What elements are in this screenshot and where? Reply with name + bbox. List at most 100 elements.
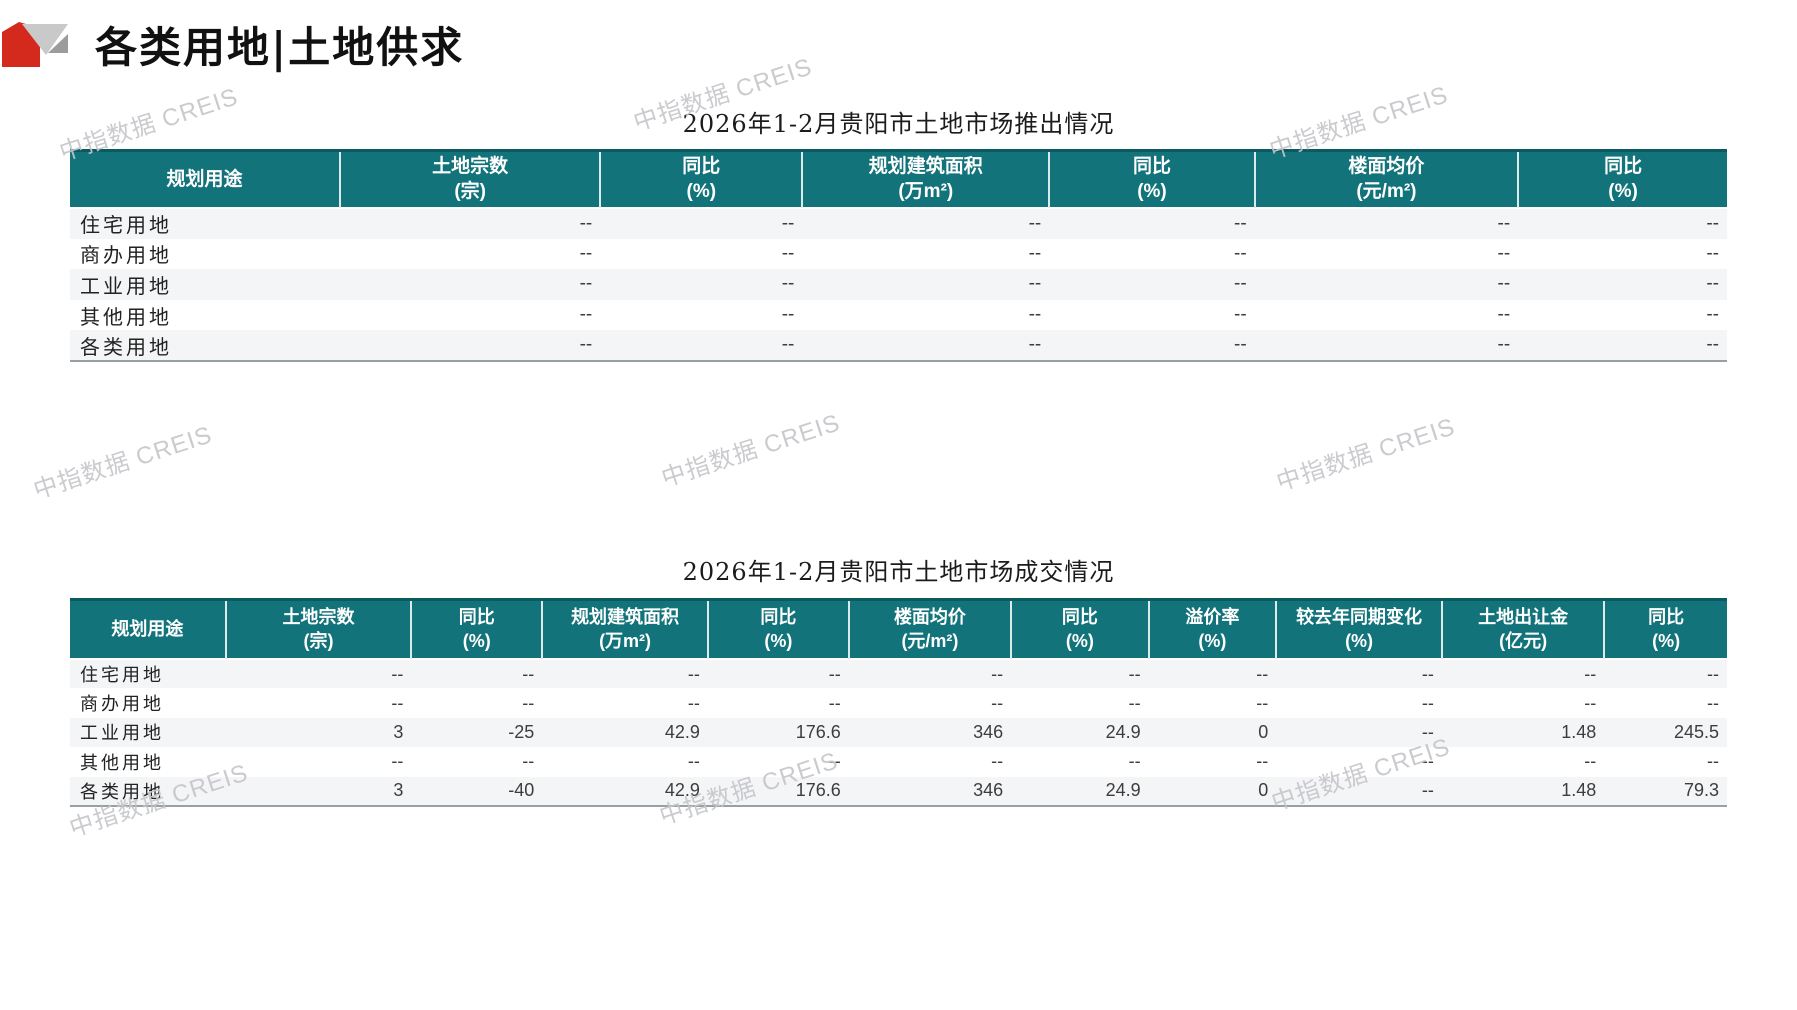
- cell: --: [1256, 692, 1269, 713]
- cell: --: [1584, 751, 1597, 772]
- cell: --: [1706, 212, 1719, 234]
- cell: --: [1421, 780, 1434, 801]
- column-header-label: 规划建筑面积: [868, 156, 983, 177]
- column-header: 楼面均价 (元/m²): [847, 599, 1012, 659]
- table-row: 各类用地 -- -- -- -- -- --: [70, 330, 1727, 361]
- cell: --: [1497, 334, 1511, 356]
- table-row: 工业用地 -- -- -- -- -- --: [70, 269, 1727, 300]
- table-row: 其他用地 -- -- -- -- -- --: [70, 300, 1727, 331]
- row-label: 商办用地: [80, 694, 164, 716]
- column-header-unit: (%): [462, 631, 491, 651]
- cell: 79.3: [1683, 780, 1719, 801]
- column-header-unit: (%): [1345, 631, 1374, 651]
- cell: 1.48: [1561, 780, 1597, 801]
- cell: --: [1707, 663, 1719, 684]
- cell: --: [991, 663, 1004, 684]
- column-header-label: 规划建筑面积: [571, 607, 680, 627]
- cell: --: [1028, 212, 1042, 234]
- cell: --: [687, 663, 700, 684]
- cell: --: [781, 334, 795, 356]
- table-row: 商办用地 -- -- -- -- -- --: [70, 239, 1727, 270]
- cell: --: [1234, 212, 1247, 234]
- row-label: 各类用地: [80, 781, 164, 803]
- column-header: 规划建筑面积 (万m²): [541, 599, 708, 659]
- column-header-label: 同比: [1648, 607, 1685, 627]
- watermark: 中指数据 CREIS: [1273, 413, 1459, 497]
- cell: 176.6: [795, 780, 841, 801]
- cell: 42.9: [664, 780, 700, 801]
- cell: --: [391, 692, 404, 713]
- cell: --: [1128, 663, 1141, 684]
- cell: --: [1584, 663, 1597, 684]
- cell: --: [1584, 692, 1597, 713]
- cell: --: [828, 751, 841, 772]
- cell: --: [1497, 242, 1511, 264]
- cell: --: [1128, 751, 1141, 772]
- column-header-label: 同比: [1061, 607, 1098, 627]
- watermark: 中指数据 CREIS: [658, 409, 844, 493]
- cell: --: [991, 751, 1004, 772]
- supply-table: 规划用途 土地宗数 (宗) 同比 (%) 规划建筑面积 (万m²) 同比 (%) 楼面均…: [70, 149, 1727, 362]
- cell: --: [522, 692, 535, 713]
- cell: --: [579, 273, 593, 295]
- column-header: 同比 (%): [1010, 599, 1149, 659]
- cell: --: [1234, 242, 1247, 264]
- row-label: 工业用地: [80, 273, 172, 298]
- column-header-label: 土地宗数: [282, 607, 355, 627]
- column-header-unit: (%): [686, 181, 717, 202]
- cell: --: [579, 304, 593, 326]
- cell: 24.9: [1105, 721, 1141, 742]
- cell: --: [391, 663, 404, 684]
- row-label: 住宅用地: [80, 665, 164, 687]
- column-header: 楼面均价 (元/m²): [1253, 150, 1519, 208]
- cell: --: [1256, 663, 1269, 684]
- column-header-unit: (亿元): [1499, 631, 1548, 651]
- deal-table-title: 2026年1-2月贵阳市土地市场成交情况: [682, 558, 1115, 586]
- column-header: 土地宗数 (宗): [339, 150, 601, 208]
- column-header-label: 同比: [1132, 156, 1171, 177]
- cell: -25: [508, 721, 535, 742]
- column-header-label: 规划用途: [166, 168, 243, 190]
- cell: --: [1028, 304, 1042, 326]
- column-header: 规划用途: [70, 599, 226, 659]
- column-header-label: 楼面均价: [893, 607, 966, 627]
- column-header-label: 同比: [760, 607, 797, 627]
- cell: --: [1421, 721, 1434, 742]
- cell: -40: [508, 780, 535, 801]
- cell: 3: [393, 780, 404, 801]
- cell: --: [991, 692, 1004, 713]
- cell: --: [579, 242, 593, 264]
- row-label: 其他用地: [80, 752, 164, 774]
- cell: --: [1497, 304, 1511, 326]
- cell: --: [1497, 212, 1511, 234]
- column-header-label: 同比: [682, 156, 721, 177]
- column-header: 同比 (%): [706, 599, 849, 659]
- table-row: 商办用地 -- -- -- -- -- -- -- -- -- --: [70, 688, 1727, 717]
- cell: --: [579, 212, 593, 234]
- row-label: 住宅用地: [80, 213, 172, 238]
- cell: --: [1256, 751, 1269, 772]
- cell: 346: [973, 721, 1004, 742]
- column-header-label: 规划用途: [111, 619, 184, 639]
- column-header: 溢价率 (%): [1147, 599, 1277, 659]
- row-label: 工业用地: [80, 723, 164, 745]
- cell: 1.48: [1561, 721, 1597, 742]
- deal-header-row: 规划用途 土地宗数 (宗) 同比 (%) 规划建筑面积 (万m²) 同比 (%) 楼面均…: [70, 599, 1727, 659]
- cell: 0: [1258, 721, 1269, 742]
- cell: --: [1234, 304, 1247, 326]
- column-header: 较去年同期变化 (%): [1275, 599, 1442, 659]
- cell: --: [1706, 273, 1719, 295]
- column-header-label: 较去年同期变化: [1296, 607, 1423, 627]
- cell: --: [1028, 273, 1042, 295]
- column-header: 土地出让金 (亿元): [1440, 599, 1605, 659]
- table-row: 住宅用地 -- -- -- -- -- --: [70, 208, 1727, 239]
- cell: --: [1234, 273, 1247, 295]
- table-row: 其他用地 -- -- -- -- -- -- -- -- -- --: [70, 747, 1727, 776]
- column-header: 同比 (%): [1517, 150, 1727, 208]
- column-header-unit: (宗): [303, 631, 334, 651]
- column-header: 规划建筑面积 (万m²): [801, 150, 1050, 208]
- cell: 245.5: [1673, 721, 1719, 742]
- cell: --: [1707, 692, 1719, 713]
- column-header: 同比 (%): [1603, 599, 1727, 659]
- cell: --: [1421, 692, 1434, 713]
